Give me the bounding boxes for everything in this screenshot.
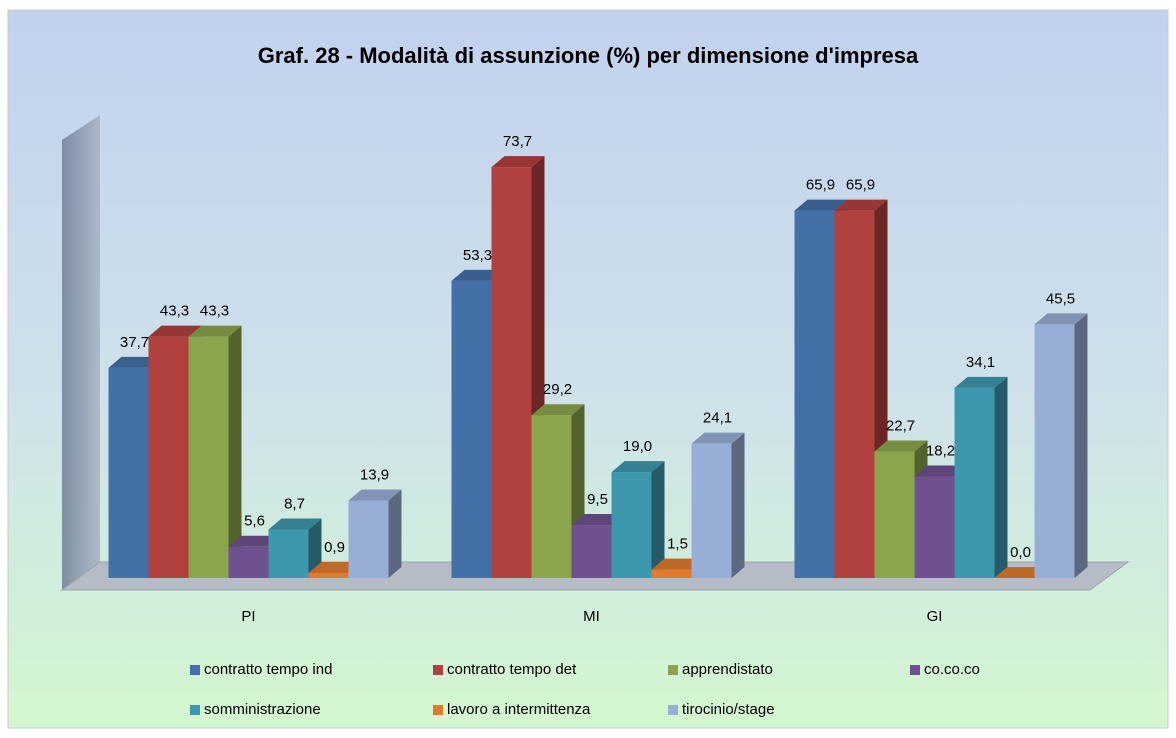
- legend-label: somministrazione: [204, 701, 321, 718]
- bar-front: [954, 387, 995, 578]
- bar: [994, 567, 1048, 579]
- bar: [348, 489, 402, 578]
- legend-label: contratto tempo det: [447, 661, 577, 678]
- bar: [954, 376, 1008, 578]
- data-label: 9,5: [587, 491, 608, 508]
- data-label: 1,5: [667, 536, 688, 553]
- legend-label: co.co.co: [924, 661, 980, 678]
- bar-top: [188, 325, 242, 337]
- x-tick-label: PI: [241, 608, 255, 625]
- bar-front: [491, 167, 532, 578]
- bar-front: [228, 546, 269, 578]
- bar-top: [874, 440, 928, 452]
- bar-front: [148, 336, 189, 578]
- bar: [611, 461, 665, 578]
- data-label: 0,0: [1010, 544, 1031, 561]
- bar: [531, 404, 585, 578]
- legend-label: apprendistato: [682, 661, 773, 678]
- data-label: 34,1: [966, 354, 995, 371]
- bar-front: [348, 500, 389, 578]
- bar-side: [388, 489, 402, 578]
- bar-front: [874, 451, 915, 578]
- bar-front: [1034, 324, 1075, 578]
- bar-top: [914, 465, 968, 477]
- bar: [1034, 313, 1088, 578]
- data-label: 65,9: [806, 177, 835, 194]
- legend-swatch: [190, 665, 200, 675]
- bar-front: [108, 367, 149, 578]
- data-label: 37,7: [120, 334, 149, 351]
- x-tick-label: MI: [583, 608, 600, 625]
- bar-front: [571, 525, 612, 578]
- bar-top: [148, 325, 202, 337]
- bar-side: [731, 432, 745, 578]
- data-label: 22,7: [886, 417, 915, 434]
- legend-swatch: [190, 705, 200, 715]
- bar-front: [188, 336, 229, 578]
- legend-swatch: [910, 665, 920, 675]
- bar: [691, 432, 745, 578]
- data-label: 43,3: [200, 303, 229, 320]
- data-label: 73,7: [503, 133, 532, 150]
- bar-top: [308, 561, 362, 573]
- x-tick-label: GI: [927, 608, 943, 625]
- bar-top: [651, 558, 705, 570]
- bar-front: [651, 569, 692, 578]
- legend-swatch: [668, 705, 678, 715]
- data-label: 65,9: [846, 177, 875, 194]
- bar-top: [348, 489, 402, 501]
- bar-front: [268, 529, 309, 578]
- legend-swatch: [433, 665, 443, 675]
- data-label: 18,2: [926, 443, 955, 460]
- data-label: 0,9: [324, 539, 345, 556]
- bar-front: [691, 443, 732, 578]
- bar-side: [1074, 313, 1088, 578]
- bar-top: [954, 376, 1008, 388]
- bar-top: [531, 404, 585, 416]
- legend-swatch: [433, 705, 443, 715]
- data-label: 24,1: [703, 410, 732, 427]
- data-label: 19,0: [623, 438, 652, 455]
- legend-swatch: [668, 665, 678, 675]
- data-label: 8,7: [284, 495, 305, 512]
- data-label: 53,3: [463, 247, 492, 264]
- bar-front: [914, 476, 955, 578]
- bar-top: [228, 535, 282, 547]
- data-label: 29,2: [543, 381, 572, 398]
- bar-front: [611, 472, 652, 578]
- bar-front: [834, 210, 875, 579]
- data-label: 43,3: [160, 303, 189, 320]
- bar-front: [451, 280, 492, 578]
- chart-title: Graf. 28 - Modalità di assunzione (%) pe…: [258, 43, 919, 68]
- bar: [188, 325, 242, 578]
- bar-front: [308, 572, 349, 578]
- back-wall: [62, 115, 100, 590]
- bar-top: [691, 432, 745, 444]
- bar-top: [834, 199, 888, 211]
- bar-top: [571, 514, 625, 526]
- bar-top: [611, 461, 665, 473]
- legend-label: contratto tempo ind: [204, 661, 332, 678]
- bar-side: [651, 461, 665, 578]
- bar-side: [994, 376, 1008, 578]
- data-label: 5,6: [244, 513, 265, 530]
- bar-top: [994, 567, 1048, 578]
- bar-top: [268, 518, 322, 530]
- bar-front: [794, 210, 835, 579]
- data-label: 45,5: [1046, 290, 1075, 307]
- bar-top: [108, 356, 162, 368]
- bar: [268, 518, 322, 578]
- legend-label: lavoro a intermittenza: [447, 701, 591, 718]
- bar-top: [794, 199, 848, 211]
- bar-top: [1034, 313, 1088, 325]
- legend-label: tirocinio/stage: [682, 701, 775, 718]
- bar-side: [308, 518, 322, 578]
- data-label: 13,9: [360, 466, 389, 483]
- bar-front: [531, 415, 572, 578]
- bar-top: [451, 269, 505, 281]
- bar-top: [491, 156, 545, 168]
- bar-side: [228, 325, 242, 578]
